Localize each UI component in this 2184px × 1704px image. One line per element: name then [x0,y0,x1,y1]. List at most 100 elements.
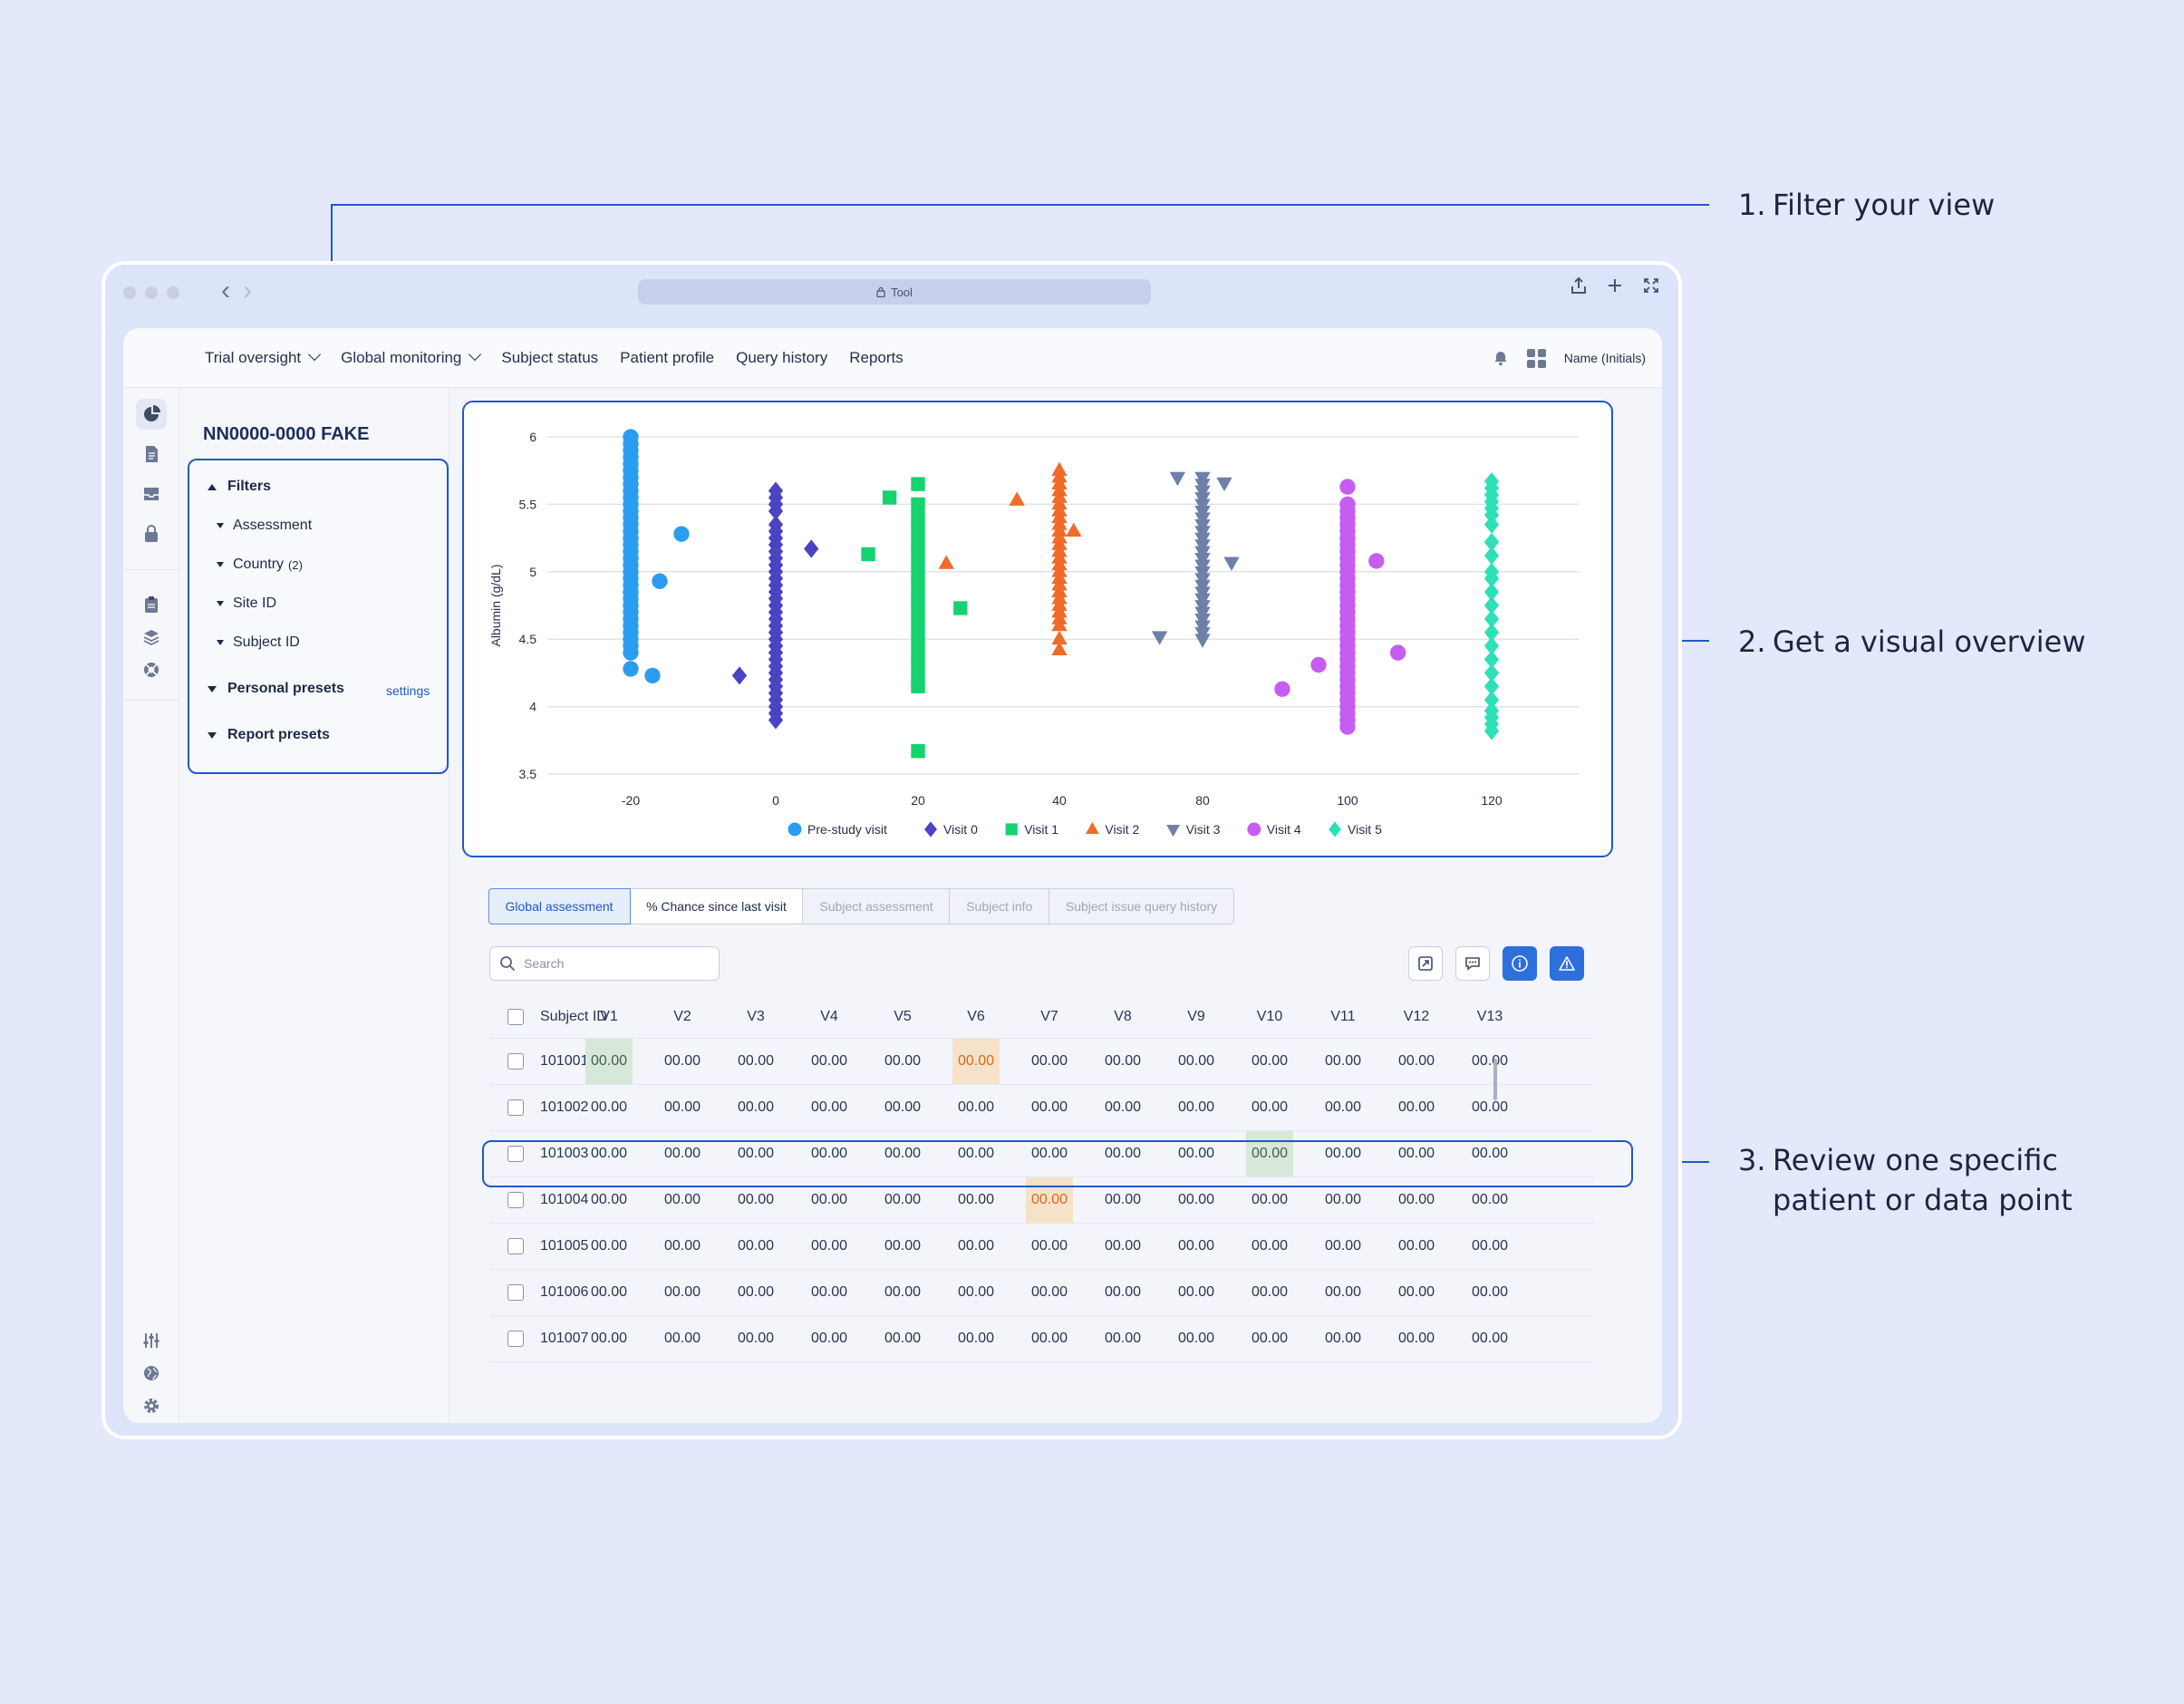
value-cell[interactable]: 00.00 [1251,1192,1289,1207]
column-header[interactable]: V9 [1187,1008,1205,1024]
value-cell[interactable]: 00.00 [810,1099,848,1115]
gear-icon[interactable] [136,1390,167,1421]
value-cell[interactable]: 00.00 [1177,1053,1215,1069]
value-cell[interactable]: 00.00 [884,1099,922,1115]
value-cell[interactable]: 00.00 [1397,1053,1435,1069]
value-cell[interactable]: 00.00 [810,1053,848,1069]
data-point-series-2[interactable] [911,551,925,566]
data-point-series-0[interactable] [644,667,661,684]
user-name[interactable]: Name (Initials) [1563,351,1646,365]
filter-subject-id[interactable]: Subject ID [217,634,300,651]
legend-label[interactable]: Visit 1 [1024,822,1058,837]
data-point-series-1[interactable] [804,539,819,558]
legend-label[interactable]: Visit 4 [1267,822,1301,837]
column-header[interactable]: V12 [1403,1008,1430,1024]
nav-global-monitoring[interactable]: Global monitoring [341,349,479,367]
nav-subject-status[interactable]: Subject status [501,349,599,366]
nav-reports[interactable]: Reports [849,349,904,366]
value-cell[interactable]: 00.00 [1471,1146,1509,1161]
value-cell[interactable]: 00.00 [884,1053,922,1069]
value-cell[interactable]: 00.00 [1251,1284,1289,1300]
data-point-series-6[interactable] [1483,506,1500,525]
filter-site-id[interactable]: Site ID [217,595,276,612]
value-cell[interactable]: 00.00 [1104,1331,1142,1346]
value-cell[interactable]: 00.00 [590,1146,628,1161]
row-checkbox[interactable] [507,1331,524,1347]
column-header[interactable]: V4 [820,1008,838,1024]
report-presets[interactable]: Report presets [208,727,330,743]
row-checkbox[interactable] [507,1192,524,1208]
value-cell[interactable]: 00.00 [957,1146,995,1161]
legend-label[interactable]: Visit 0 [943,822,978,837]
value-cell[interactable]: 00.00 [1104,1284,1142,1300]
value-cell[interactable]: 00.00 [663,1053,701,1069]
value-cell[interactable]: 00.00 [737,1192,775,1207]
data-point-series-2[interactable] [911,618,925,634]
value-cell[interactable]: 00.00 [957,1331,995,1346]
value-cell[interactable]: 00.00 [1104,1099,1142,1115]
column-header[interactable]: V11 [1330,1008,1356,1024]
value-cell[interactable]: 00.00 [1030,1099,1068,1115]
column-header[interactable]: V1 [600,1008,618,1024]
value-cell[interactable]: 00.00 [590,1284,628,1300]
comment-button[interactable] [1455,946,1490,981]
value-cell[interactable]: 00.00 [1104,1146,1142,1161]
value-cell[interactable]: 00.00 [663,1192,701,1207]
value-cell[interactable]: 00.00 [1104,1192,1142,1207]
data-point-series-2[interactable] [911,510,925,525]
data-point-series-2[interactable] [911,645,925,660]
tab-subject-assessment[interactable]: Subject assessment [802,888,951,925]
value-cell[interactable]: 00.00 [1324,1146,1362,1161]
data-point-series-0[interactable] [623,644,639,661]
value-cell[interactable]: 00.00 [1397,1331,1435,1346]
nav-patient-profile[interactable]: Patient profile [620,349,715,366]
value-cell[interactable]: 00.00 [957,1192,995,1207]
settings-link[interactable]: settings [386,683,430,698]
data-point-series-2[interactable] [911,679,925,693]
value-cell[interactable]: 00.00 [737,1331,775,1346]
chart-pie-icon[interactable] [136,399,167,430]
new-tab-icon[interactable] [1606,276,1624,295]
value-cell[interactable]: 00.00 [590,1238,628,1254]
value-cell[interactable]: 00.00 [1030,1238,1068,1254]
value-cell[interactable]: 00.00 [663,1284,701,1300]
table-row[interactable]: 101004 00.00 00.00 00.00 00.00 00.00 00.00 00.0… [489,1177,1593,1224]
column-header[interactable]: V13 [1476,1008,1503,1024]
value-cell-orange[interactable]: 00.00 [952,1039,1000,1084]
data-point-series-3[interactable] [1051,630,1068,645]
data-point-series-5[interactable] [1339,479,1356,495]
data-point-series-2[interactable] [911,565,925,579]
value-cell[interactable]: 00.00 [1030,1053,1068,1069]
warning-button[interactable] [1550,946,1584,981]
value-cell[interactable]: 00.00 [810,1284,848,1300]
value-cell[interactable]: 00.00 [1397,1099,1435,1115]
data-point-series-2[interactable] [911,605,925,620]
filter-assessment[interactable]: Assessment [217,518,312,534]
table-row[interactable]: 101007 00.00 00.00 00.00 00.00 00.00 00.00 00.0… [489,1316,1593,1362]
select-all-checkbox[interactable] [507,1008,524,1025]
value-cell[interactable]: 00.00 [1397,1192,1435,1207]
data-point-series-2[interactable] [911,537,925,552]
value-cell[interactable]: 00.00 [737,1284,775,1300]
search-input[interactable]: Search [489,946,720,981]
share-icon[interactable] [1570,276,1588,295]
data-point-series-5[interactable] [1368,553,1385,569]
row-checkbox[interactable] [507,1099,524,1116]
value-cell[interactable]: 00.00 [1104,1238,1142,1254]
data-point-series-6[interactable] [1483,609,1500,628]
data-point-series-4[interactable] [1216,477,1232,492]
value-cell[interactable]: 00.00 [1251,1331,1289,1346]
data-point-series-0[interactable] [652,573,668,589]
row-checkbox[interactable] [507,1146,524,1162]
bell-icon[interactable] [1493,350,1509,366]
lifebuoy-icon[interactable] [136,654,167,685]
inbox-icon[interactable] [136,479,167,509]
value-cell[interactable]: 00.00 [590,1331,628,1346]
table-scrollbar[interactable] [1493,1059,1497,1100]
albumin-scatter-chart[interactable]: 3.5 4 4.5 5 5.5 6 -20 0 20 40 80 100 120 Albumin (g/d… [464,402,1615,859]
value-cell[interactable]: 00.00 [810,1331,848,1346]
data-point-series-3[interactable] [938,555,954,569]
layers-icon[interactable] [136,622,167,653]
data-point-series-2[interactable] [911,524,925,538]
value-cell[interactable]: 00.00 [1177,1284,1215,1300]
